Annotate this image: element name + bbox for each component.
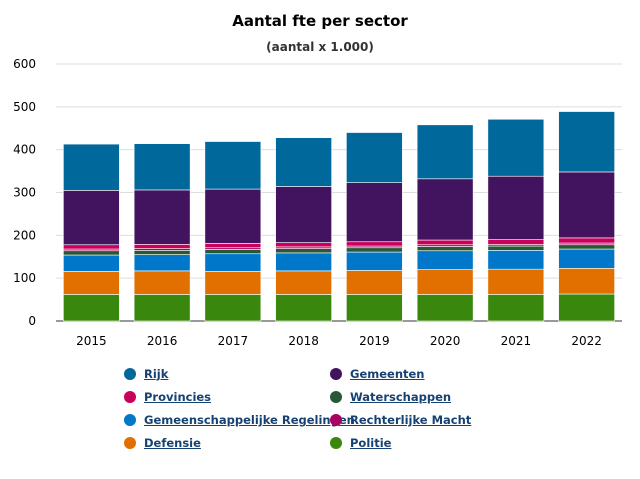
legend-item[interactable]: Defensie bbox=[124, 435, 201, 451]
bar-segment bbox=[63, 271, 120, 295]
bar-segment bbox=[416, 246, 474, 252]
bar-segment bbox=[133, 270, 191, 295]
y-tick-label: 0 bbox=[28, 314, 36, 328]
x-tick-label: 2022 bbox=[571, 334, 602, 348]
bar-segment bbox=[346, 132, 403, 183]
bar-segment bbox=[204, 253, 262, 272]
legend-marker bbox=[330, 437, 342, 449]
x-tick-label: 2021 bbox=[501, 334, 532, 348]
y-tick-label: 100 bbox=[13, 271, 36, 285]
bar-segment bbox=[204, 294, 262, 322]
bar-segment bbox=[63, 143, 120, 191]
legend-marker bbox=[124, 437, 136, 449]
bar-segment bbox=[275, 252, 332, 272]
bar-segment bbox=[416, 124, 474, 180]
bar-segment bbox=[204, 249, 262, 255]
bar-segment bbox=[416, 294, 474, 322]
bar-segment bbox=[558, 244, 615, 250]
y-tick-label: 600 bbox=[13, 57, 36, 71]
legend-marker bbox=[330, 368, 342, 380]
bar-segment bbox=[558, 293, 615, 322]
legend-item[interactable]: Rechterlijke Macht bbox=[330, 412, 471, 428]
bar-segment bbox=[487, 268, 545, 295]
chart-title: Aantal fte per sector bbox=[232, 12, 408, 30]
legend-marker bbox=[124, 414, 136, 426]
bar-segment bbox=[275, 137, 332, 187]
bar-segment bbox=[346, 294, 403, 322]
x-tick-label: 2017 bbox=[218, 334, 249, 348]
bar-segment bbox=[63, 250, 120, 256]
legend-label[interactable]: Gemeenschappelijke Regelingen bbox=[144, 413, 355, 427]
legend-label[interactable]: Rijk bbox=[144, 367, 169, 381]
bar-segment bbox=[63, 254, 120, 272]
legend-label[interactable]: Provincies bbox=[144, 390, 212, 404]
legend-label[interactable]: Defensie bbox=[144, 436, 201, 450]
bar-segment bbox=[133, 244, 191, 249]
bar-segment bbox=[487, 175, 545, 240]
bar-segment bbox=[487, 294, 545, 322]
bar-segment bbox=[63, 294, 120, 322]
y-tick-label: 400 bbox=[13, 143, 36, 157]
x-tick-label: 2016 bbox=[147, 334, 178, 348]
bar-segment bbox=[133, 294, 191, 322]
legend-label[interactable]: Rechterlijke Macht bbox=[350, 413, 472, 427]
bar-segment bbox=[275, 270, 332, 295]
bar-segment bbox=[133, 250, 191, 255]
bar-segment bbox=[275, 186, 332, 243]
legend-item[interactable]: Gemeenschappelijke Regelingen bbox=[124, 412, 355, 428]
bar-segment bbox=[416, 269, 474, 295]
bar-segment bbox=[487, 118, 545, 177]
legend-item[interactable]: Gemeenten bbox=[330, 366, 425, 382]
bar-segment bbox=[487, 250, 545, 270]
legend-item[interactable]: Waterschappen bbox=[330, 389, 451, 405]
bar-segment bbox=[558, 268, 615, 295]
legend-marker bbox=[330, 391, 342, 403]
bar-segment bbox=[346, 247, 403, 253]
bar-segment bbox=[487, 239, 545, 245]
bar-segment bbox=[133, 189, 191, 245]
bar-segment bbox=[133, 143, 191, 191]
x-tick-label: 2020 bbox=[430, 334, 461, 348]
bar-segment bbox=[416, 239, 474, 246]
bar-segment bbox=[63, 244, 120, 250]
x-tick-label: 2015 bbox=[76, 334, 107, 348]
legend-item[interactable]: Politie bbox=[330, 435, 391, 451]
y-tick-label: 300 bbox=[13, 186, 36, 200]
bar-segment bbox=[558, 248, 615, 269]
bar-segment bbox=[346, 241, 403, 247]
legend-label[interactable]: Gemeenten bbox=[350, 367, 425, 381]
bar-segment bbox=[558, 171, 615, 239]
bar-segment bbox=[558, 111, 615, 173]
bar-segment bbox=[275, 248, 332, 254]
bar-segment bbox=[346, 182, 403, 243]
bar-segment bbox=[346, 251, 403, 271]
legend-marker bbox=[124, 391, 136, 403]
bar-segment bbox=[63, 190, 120, 246]
bar-segment bbox=[275, 242, 332, 248]
bar-segment bbox=[416, 250, 474, 270]
bar-segment bbox=[204, 243, 262, 249]
chart-subtitle: (aantal x 1.000) bbox=[266, 40, 374, 54]
bar-segment bbox=[204, 188, 262, 244]
y-tick-label: 500 bbox=[13, 100, 36, 114]
bar-segment bbox=[133, 254, 191, 272]
legend-marker bbox=[330, 414, 342, 426]
bar-segment bbox=[416, 178, 474, 241]
bar-segment bbox=[204, 141, 262, 190]
bar-segment bbox=[487, 245, 545, 251]
legend-marker bbox=[124, 368, 136, 380]
bar-segment bbox=[275, 294, 332, 322]
legend-label[interactable]: Waterschappen bbox=[350, 390, 452, 404]
x-tick-label: 2019 bbox=[359, 334, 390, 348]
legend-label[interactable]: Politie bbox=[350, 436, 392, 450]
bar-segment bbox=[204, 271, 262, 295]
y-tick-label: 200 bbox=[13, 228, 36, 242]
legend-item[interactable]: Provincies bbox=[124, 389, 211, 405]
x-tick-label: 2018 bbox=[288, 334, 319, 348]
bar-segment bbox=[558, 237, 615, 244]
legend-item[interactable]: Rijk bbox=[124, 366, 168, 382]
bar-segment bbox=[346, 270, 403, 295]
